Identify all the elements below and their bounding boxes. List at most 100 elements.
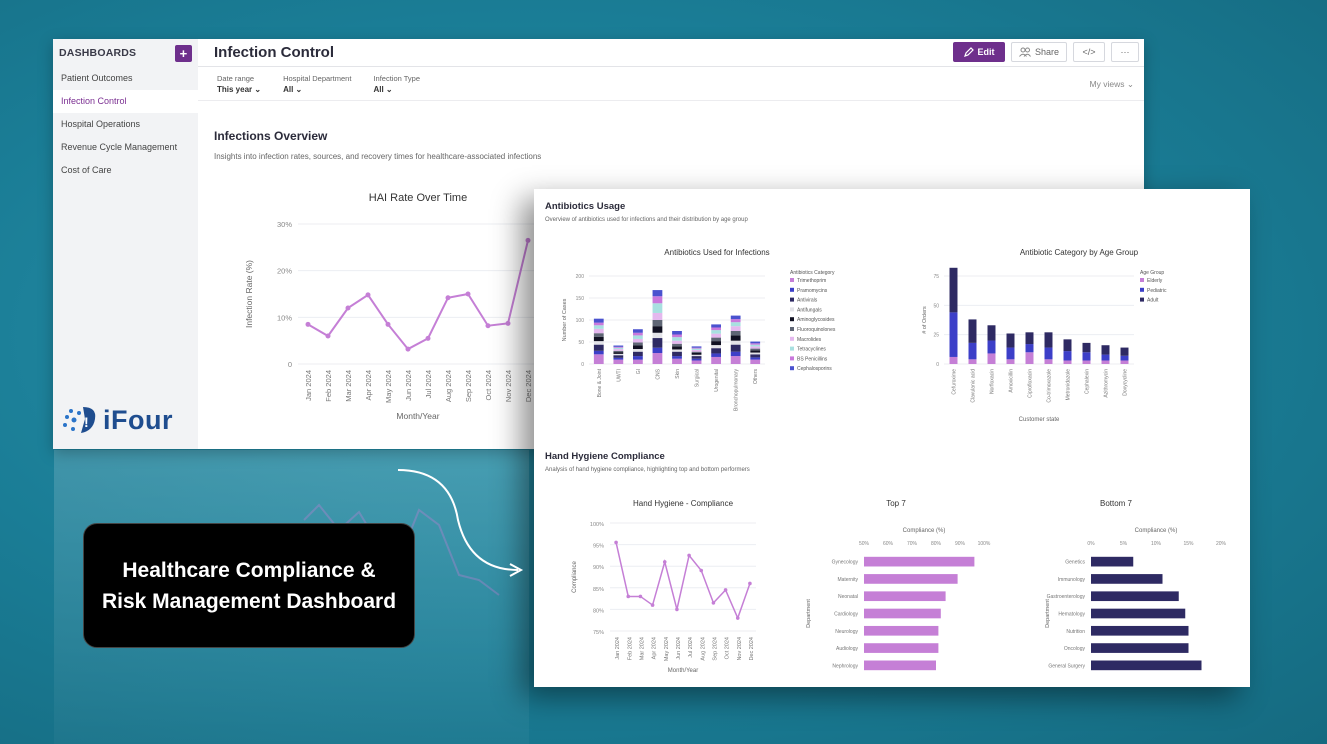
users-icon	[1019, 47, 1031, 57]
bar-segment	[593, 325, 604, 329]
legend-label: Antifungals	[797, 307, 822, 313]
bar-segment	[1101, 354, 1110, 361]
sidebar-item[interactable]: Infection Control	[53, 90, 198, 113]
x-tick-label: 60%	[883, 541, 894, 547]
filter-label: Infection Type	[373, 73, 420, 83]
data-point	[345, 305, 351, 311]
bar	[864, 556, 975, 567]
data-point	[687, 553, 691, 558]
x-tick-label: 20%	[1216, 541, 1227, 547]
svg-text:!: !	[84, 414, 89, 430]
data-point	[385, 321, 391, 327]
filter-dropdown[interactable]: Hospital Department All ⌄	[283, 74, 351, 94]
bar-segment	[750, 348, 761, 351]
sidebar-item[interactable]: Cost of Care	[61, 165, 112, 175]
bar-segment	[593, 354, 604, 364]
bar-segment	[652, 338, 663, 348]
sidebar-item[interactable]: Patient Outcomes	[61, 73, 133, 83]
x-tick-label: Clavulanic acid	[971, 369, 977, 403]
bar-segment	[672, 346, 682, 350]
bar-segment	[1120, 355, 1129, 361]
edit-button[interactable]: Edit	[953, 42, 1005, 62]
sidebar-item[interactable]: Revenue Cycle Management	[61, 142, 178, 152]
bar-segment	[1006, 359, 1015, 364]
y-tick-label: Immunology	[1058, 577, 1086, 583]
data-point	[405, 346, 411, 352]
x-tick-label: Aug 2024	[700, 637, 706, 661]
x-tick-label: Jun 2024	[676, 637, 682, 660]
x-tick-label: 80%	[931, 541, 942, 547]
legend-swatch	[790, 278, 794, 282]
bar-segment	[1082, 352, 1091, 361]
y-tick-label: Gastroenterology	[1047, 594, 1086, 600]
bar-segment	[672, 343, 682, 347]
legend-label: Adult	[1147, 298, 1159, 304]
legend-title: Antibiotics Category	[790, 270, 835, 276]
legend-swatch	[790, 327, 794, 331]
bar-segment	[968, 319, 977, 343]
x-axis-label: Compliance (%)	[1135, 528, 1178, 534]
y-axis-label: # of Orders	[922, 306, 928, 334]
data-point	[425, 335, 431, 341]
bar-segment	[652, 320, 663, 327]
x-axis-label: Month/Year	[668, 668, 698, 674]
share-button[interactable]: Share	[1011, 42, 1067, 62]
chart-title: Bottom 7	[1100, 499, 1133, 508]
chart-title: Top 7	[886, 499, 906, 508]
bar-segment	[730, 326, 741, 331]
x-tick-label: May 2024	[664, 637, 670, 661]
y-tick-label: 100%	[590, 522, 604, 528]
legend-swatch	[1140, 297, 1144, 302]
x-tick-label: Surgical	[695, 369, 701, 387]
y-tick-label: Nephrology	[832, 663, 858, 669]
more-icon: ···	[1120, 47, 1130, 57]
bar-segment	[750, 357, 761, 360]
x-tick-label: 100%	[978, 541, 991, 547]
bar	[1091, 591, 1179, 602]
x-tick-label: Ciprofloxacin	[1028, 369, 1034, 398]
y-tick-label: 30%	[277, 220, 292, 229]
bar-segment	[691, 348, 702, 350]
x-tick-label: CNS	[655, 368, 661, 379]
caption-box: Healthcare Compliance & Risk Management …	[83, 523, 415, 648]
x-tick-label: Dec 2024	[524, 370, 533, 402]
embed-code-button[interactable]: </>	[1073, 42, 1105, 62]
bar-segment	[691, 353, 702, 355]
bar-segment	[730, 344, 741, 352]
pencil-icon	[963, 47, 974, 57]
filter-bar: Date range This year ⌄ Hospital Department…	[198, 67, 1144, 101]
x-tick-label: Jul 2024	[688, 637, 694, 658]
bar-segment	[730, 340, 741, 345]
data-point	[699, 568, 704, 573]
sidebar: DASHBOARDS + Patient Outcomes Infection C…	[53, 39, 198, 449]
y-tick-label: 0	[581, 362, 584, 368]
bar-segment	[711, 324, 721, 328]
filter-value: All ⌄	[283, 84, 303, 94]
x-tick-label: 0%	[1087, 541, 1095, 547]
bar-segment	[652, 347, 663, 353]
filter-dropdown[interactable]: Date range This year ⌄	[217, 74, 261, 94]
my-views-dropdown[interactable]: My views ⌄	[1090, 79, 1134, 90]
filter-dropdown[interactable]: Infection Type All ⌄	[373, 74, 420, 94]
bar-segment	[691, 360, 702, 364]
bar-segment	[633, 349, 643, 352]
bar-segment	[672, 337, 682, 341]
legend-swatch	[790, 346, 794, 351]
add-dashboard-button[interactable]: +	[175, 44, 192, 62]
top7-chart: Top 7 Compliance (%) 50% 60% 70% 80% 90% 100% Gy…	[806, 499, 991, 671]
more-options-button[interactable]: ···	[1111, 42, 1139, 62]
x-tick-label: Sep 2024	[464, 370, 473, 402]
bar-segment	[949, 312, 958, 357]
bar	[864, 591, 946, 602]
bar-segment	[593, 322, 604, 326]
bar-segment	[633, 359, 643, 364]
x-tick-label: Feb 2024	[324, 370, 333, 402]
brand-mark-icon: !	[63, 407, 96, 433]
bar-segment	[987, 353, 996, 364]
bar-segment	[593, 318, 604, 323]
x-tick-label: Aug 2024	[444, 370, 453, 402]
data-point	[626, 594, 631, 599]
sidebar-item[interactable]: Hospital Operations	[61, 119, 141, 129]
bar-segment	[711, 333, 721, 338]
bar-segment	[1120, 347, 1129, 356]
